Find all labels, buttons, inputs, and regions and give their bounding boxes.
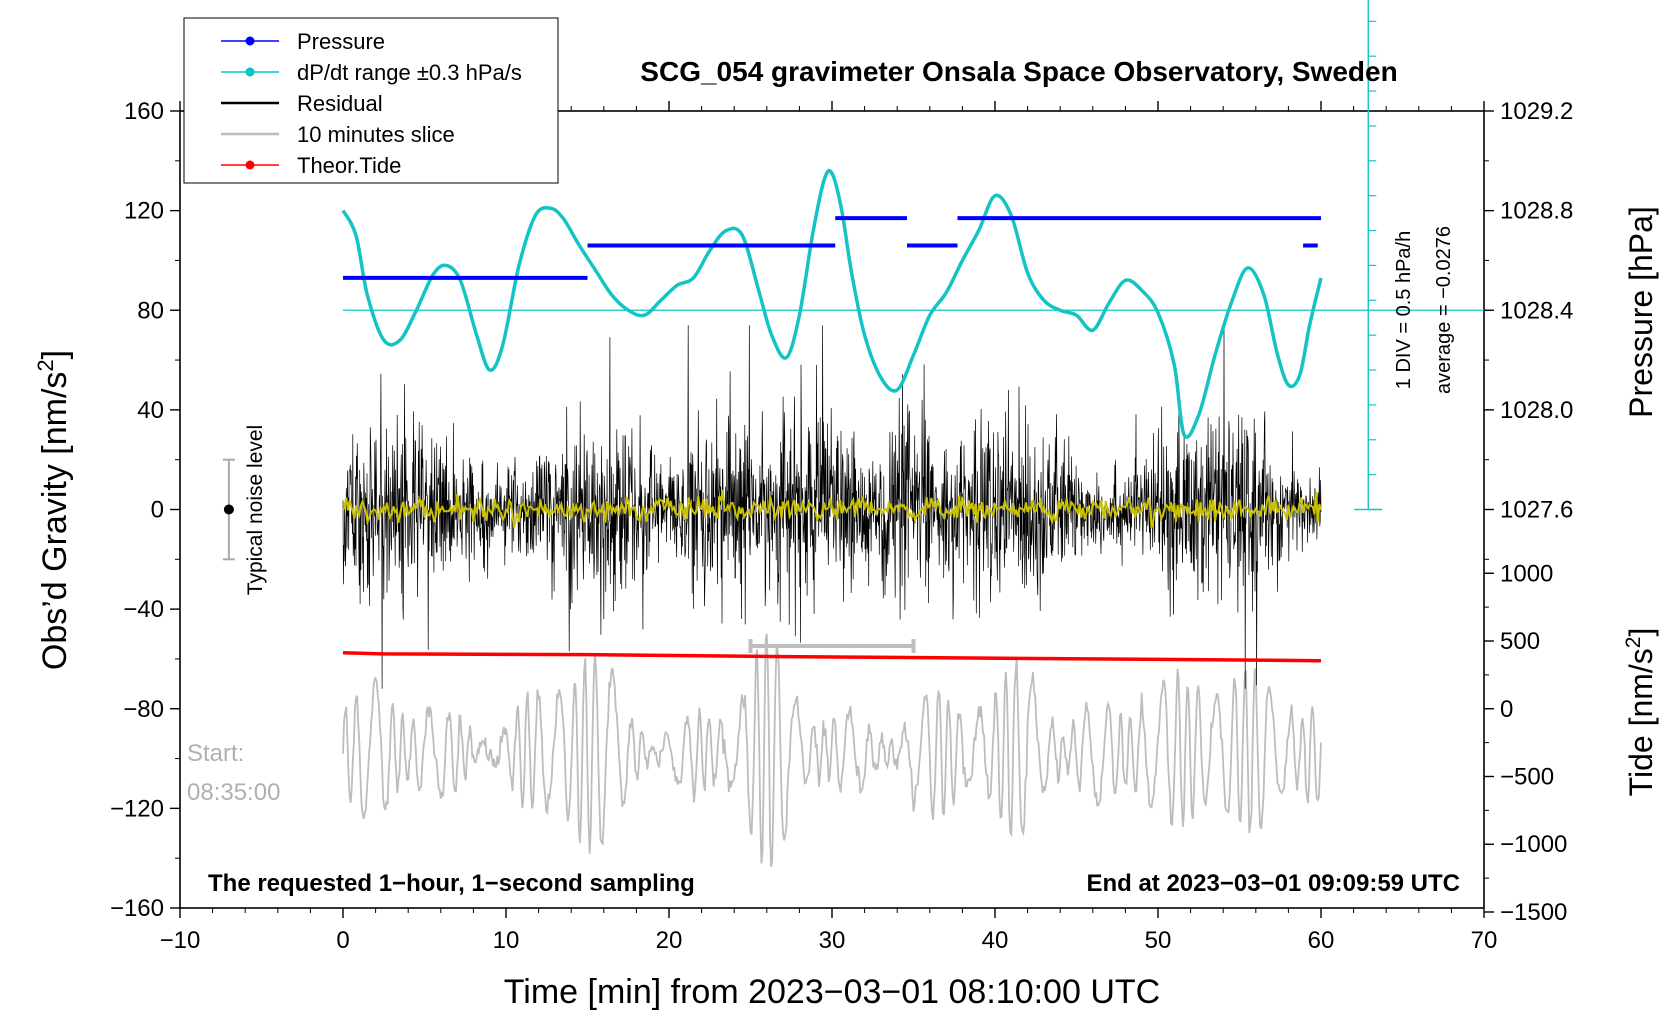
x-tick-label: 70 xyxy=(1471,927,1498,954)
y-tide-tick-label: −1000 xyxy=(1500,831,1567,858)
x-tick-label: 10 xyxy=(493,927,520,954)
pressure-average-annotation: average = −0.0276 xyxy=(1433,226,1455,394)
y-axis-label-pressure-text: Pressure [hPa] xyxy=(1623,206,1659,418)
legend-marker xyxy=(245,67,255,77)
legend-marker xyxy=(245,36,255,46)
y-axis-label-tide: Tide [nm/s2] xyxy=(1622,628,1659,797)
y-left-tick-label: −120 xyxy=(110,795,164,822)
y-tide-tick-label: 1000 xyxy=(1500,560,1553,587)
start-time: 08:35:00 xyxy=(187,779,280,806)
y-tide-tick-label: 0 xyxy=(1500,696,1513,723)
legend-marker xyxy=(245,160,255,170)
legend-label: 10 minutes slice xyxy=(297,122,455,147)
end-time-note: End at 2023−03−01 09:09:59 UTC xyxy=(1086,870,1460,897)
x-tick-label: −10 xyxy=(160,927,201,954)
legend: Pressure dP/dt range ±0.3 hPa/s Residual 10… xyxy=(183,17,559,184)
y-pressure-tick-label: 1028.4 xyxy=(1500,297,1573,324)
legend-label: Theor.Tide xyxy=(297,153,401,178)
y-axis-label-left-text: Obs’d Gravity [nm/s2] xyxy=(33,350,74,670)
y-axis-label-tide-text: Tide [nm/s2] xyxy=(1622,628,1659,797)
y-pressure-tick-label: 1028.0 xyxy=(1500,397,1573,424)
axis-ticks: −10 0 10 20 30 40 50 60 70 160 120 80 40 0 −40 −80 −120 −… xyxy=(110,98,1573,954)
data-layer xyxy=(222,0,1484,868)
y-left-tick-label: −40 xyxy=(123,596,164,623)
y-left-tick-label: 80 xyxy=(137,297,164,324)
y-left-tick-label: −160 xyxy=(110,895,164,922)
y-left-tick-label: 160 xyxy=(124,98,164,125)
y-pressure-tick-label: 1027.6 xyxy=(1500,497,1573,524)
x-tick-label: 30 xyxy=(819,927,846,954)
residual-series-line xyxy=(342,325,1322,689)
y-axis-label-pressure: Pressure [hPa] xyxy=(1623,206,1659,418)
y-pressure-tick-label: 1029.2 xyxy=(1500,98,1573,125)
legend-label: Pressure xyxy=(297,29,385,54)
x-axis-label: Time [min] from 2023−03−01 08:10:00 UTC xyxy=(504,973,1160,1011)
x-tick-label: 0 xyxy=(336,927,349,954)
x-tick-label: 60 xyxy=(1308,927,1335,954)
tide-series-line xyxy=(342,651,1322,663)
y-left-tick-label: −80 xyxy=(123,696,164,723)
residual-smoothed-line xyxy=(342,489,1322,529)
x-tick-label: 40 xyxy=(982,927,1009,954)
y-tide-tick-label: −500 xyxy=(1500,763,1554,790)
x-tick-label: 50 xyxy=(1145,927,1172,954)
y-left-tick-label: 40 xyxy=(137,397,164,424)
start-label: Start: xyxy=(187,740,244,767)
sampling-note: The requested 1−hour, 1−second sampling xyxy=(208,870,695,897)
y-tide-tick-label: −1500 xyxy=(1500,899,1567,926)
pressure-scale-text: 1 DIV = 0.5 hPa/h xyxy=(1393,231,1415,389)
x-tick-label: 20 xyxy=(656,927,683,954)
y-left-tick-label: 0 xyxy=(151,497,164,524)
noise-level-text: Typical noise level xyxy=(244,425,267,595)
slice-series-line xyxy=(342,633,1322,868)
legend-box xyxy=(183,17,559,184)
noise-bar-center-dot xyxy=(223,504,234,515)
chart-title: SCG_054 gravimeter Onsala Space Observat… xyxy=(640,56,1397,87)
y-tide-tick-label: 500 xyxy=(1500,628,1540,655)
y-axis-label-left: Obs’d Gravity [nm/s2] xyxy=(33,350,74,670)
y-left-tick-label: 120 xyxy=(124,198,164,225)
pressure-scale-annotation: 1 DIV = 0.5 hPa/h xyxy=(1393,231,1415,389)
dpdt-series-line xyxy=(341,168,1323,439)
pressure-average-text: average = −0.0276 xyxy=(1433,226,1455,394)
y-pressure-tick-label: 1028.8 xyxy=(1500,198,1573,225)
noise-level-annotation: Typical noise level xyxy=(244,425,267,595)
legend-label: Residual xyxy=(297,91,383,116)
legend-label: dP/dt range ±0.3 hPa/s xyxy=(297,60,522,85)
legend-entries: Pressure dP/dt range ±0.3 hPa/s Residual 10… xyxy=(221,29,522,178)
